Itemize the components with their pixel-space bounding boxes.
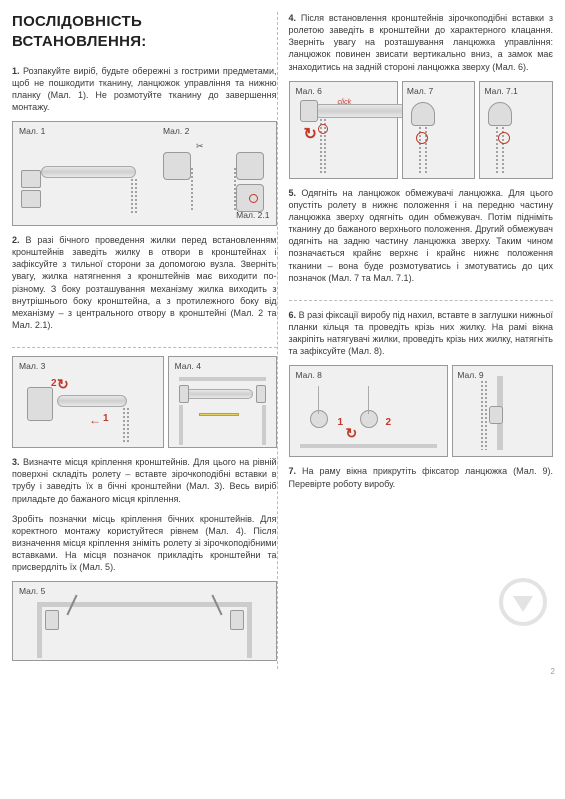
step-4-num: 4. bbox=[289, 13, 297, 23]
step-4: 4. Після встановлення кронштейнів зірочк… bbox=[289, 12, 554, 73]
column-divider bbox=[277, 12, 278, 669]
label-mal7: Мал. 7 bbox=[407, 86, 433, 97]
step-3b: Зробіть позначки місць кріплення бічних … bbox=[12, 513, 277, 574]
scissors-icon: ✂ bbox=[196, 140, 204, 152]
step-7: 7. На раму вікна прикрутіть фіксатор лан… bbox=[289, 465, 554, 489]
click-label: click bbox=[338, 98, 352, 107]
figure-7-1: Мал. 7.1 bbox=[479, 81, 553, 179]
figure-9: Мал. 9 bbox=[452, 365, 553, 457]
figure-3: Мал. 3 ↻ 2 ← 1 bbox=[12, 356, 164, 448]
arrow-3b: ← bbox=[89, 412, 101, 428]
step-2-text: В разі бічного проведення жилки перед вс… bbox=[12, 235, 277, 330]
label-mal9: Мал. 9 bbox=[457, 370, 483, 381]
page-title: ПОСЛІДОВНІСТЬ ВСТАНОВЛЕННЯ: bbox=[12, 12, 277, 53]
label-mal3: Мал. 3 bbox=[19, 361, 45, 372]
step-3b-text: Зробіть позначки місць кріплення бічних … bbox=[12, 514, 277, 573]
step-2-num: 2. bbox=[12, 235, 20, 245]
page: ПОСЛІДОВНІСТЬ ВСТАНОВЛЕННЯ: 1. Розпакуйт… bbox=[12, 12, 553, 669]
label-mal1: Мал. 1 bbox=[19, 126, 45, 137]
step-7-text: На раму вікна прикрутіть фіксатор ланцюж… bbox=[289, 466, 554, 488]
figure-3-4-row: Мал. 3 ↻ 2 ← 1 Мал. 4 bbox=[12, 356, 277, 448]
figure-5: Мал. 5 bbox=[12, 581, 277, 661]
label-mal4: Мал. 4 bbox=[175, 361, 201, 372]
step-4-text: Після встановлення кронштейнів зірочкопо… bbox=[289, 13, 554, 72]
left-column: ПОСЛІДОВНІСТЬ ВСТАНОВЛЕННЯ: 1. Розпакуйт… bbox=[12, 12, 277, 669]
label-mal8: Мал. 8 bbox=[296, 370, 322, 381]
divider-left bbox=[12, 347, 277, 348]
step-1: 1. Розпакуйте виріб, будьте обережні з г… bbox=[12, 65, 277, 114]
figure-7: Мал. 7 bbox=[402, 81, 476, 179]
step-7-num: 7. bbox=[289, 466, 297, 476]
step-6-text: В разі фіксації виробу під нахил, вставт… bbox=[289, 310, 554, 356]
step-3-num: 3. bbox=[12, 457, 20, 467]
num-2: 2 bbox=[51, 377, 57, 391]
step-5-num: 5. bbox=[289, 188, 297, 198]
step-5-text: Одягніть на ланцюжок обмежувачі ланцюжка… bbox=[289, 188, 554, 283]
arrow-3a: ↻ bbox=[57, 375, 69, 394]
step-6: 6. В разі фіксації виробу під нахил, вст… bbox=[289, 309, 554, 358]
num-1: 1 bbox=[103, 412, 109, 426]
arrow-8: ↻ bbox=[346, 424, 358, 443]
figure-8-9-row: Мал. 8 1 2 ↻ Мал. 9 bbox=[289, 365, 554, 457]
step-1-text: Розпакуйте виріб, будьте обережні з гост… bbox=[12, 66, 277, 112]
label-mal2: Мал. 2 bbox=[163, 126, 189, 137]
figure-8: Мал. 8 1 2 ↻ bbox=[289, 365, 449, 457]
figure-4: Мал. 4 bbox=[168, 356, 277, 448]
step-3-text: Визначте місця кріплення кронштейнів. Дл… bbox=[12, 457, 277, 503]
figure-6-7-row: Мал. 6 click ↻ Мал. 7 Мал. 7.1 bbox=[289, 81, 554, 179]
label-mal6: Мал. 6 bbox=[296, 86, 322, 97]
step-3: 3. Визначте місця кріплення кронштейнів.… bbox=[12, 456, 277, 505]
label-mal71: Мал. 7.1 bbox=[484, 86, 517, 97]
step-5: 5. Одягніть на ланцюжок обмежувачі ланцю… bbox=[289, 187, 554, 284]
num-8-1: 1 bbox=[338, 416, 344, 430]
figure-6: Мал. 6 click ↻ bbox=[289, 81, 398, 179]
right-column: 4. Після встановлення кронштейнів зірочк… bbox=[289, 12, 554, 669]
num-8-2: 2 bbox=[386, 416, 392, 430]
page-number: 2 bbox=[551, 667, 555, 678]
step-2: 2. В разі бічного проведення жилки перед… bbox=[12, 234, 277, 331]
divider-right bbox=[289, 300, 554, 301]
step-1-num: 1. bbox=[12, 66, 20, 76]
label-mal5: Мал. 5 bbox=[19, 586, 45, 597]
figure-1-2: Мал. 1 Мал. 2 Мал. 2.1 ✂ bbox=[12, 121, 277, 226]
step-6-num: 6. bbox=[289, 310, 297, 320]
arrow-6: ↻ bbox=[304, 124, 317, 146]
